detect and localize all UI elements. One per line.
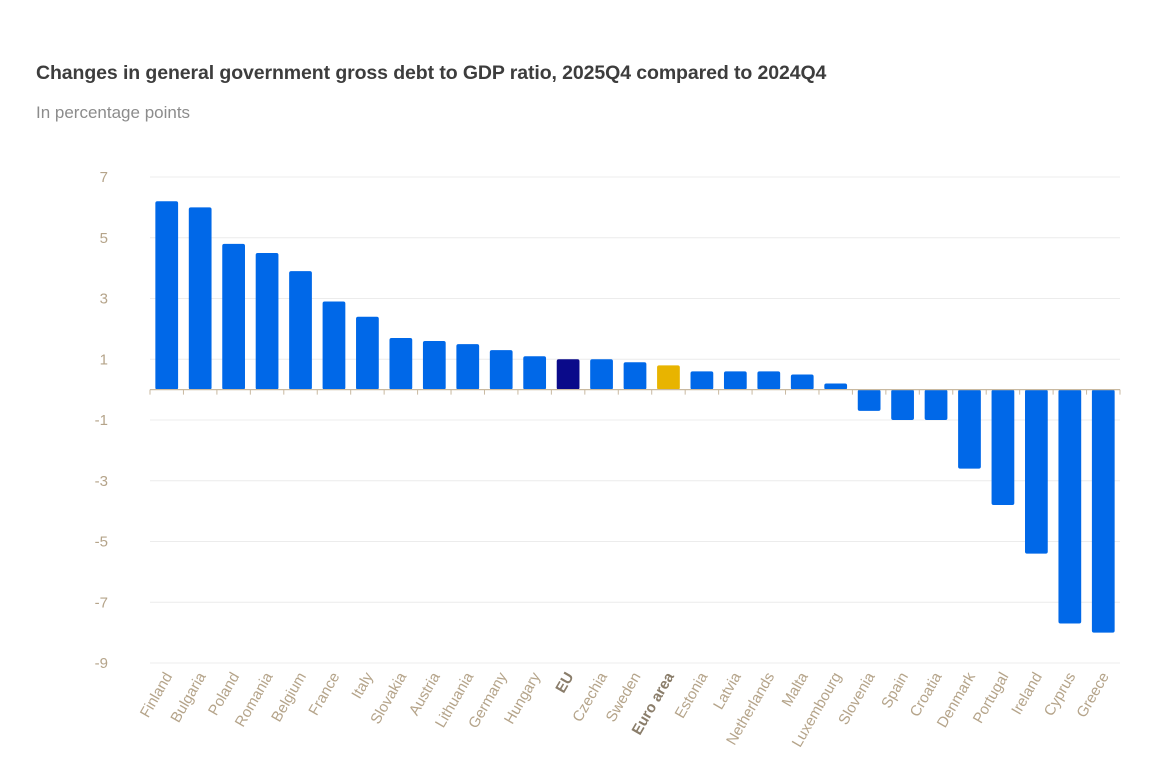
bar-greece xyxy=(1091,389,1115,633)
bar-sweden xyxy=(623,362,647,390)
bar-lithuania xyxy=(456,344,480,390)
bar-luxembourg xyxy=(824,383,848,390)
y-tick-label: 1 xyxy=(100,351,108,368)
x-axis-tick-labels: FinlandBulgariaPolandRomaniaBelgiumFranc… xyxy=(137,669,1113,750)
bar-germany xyxy=(489,350,513,390)
x-tick-label: France xyxy=(305,670,343,719)
x-tick-label: Malta xyxy=(779,669,812,710)
bar-spain xyxy=(891,389,914,420)
y-axis-tick-labels: 7 5 3 1 -1 -3 -5 -7 -9 xyxy=(95,169,108,672)
x-tick-label: Latvia xyxy=(710,669,745,713)
x-tick-label: Greece xyxy=(1073,670,1112,721)
chart-subtitle: In percentage points xyxy=(36,103,191,122)
bar-italy xyxy=(356,316,379,390)
bar-poland xyxy=(222,243,245,390)
y-tick-label: -3 xyxy=(95,473,108,490)
bar-croatia xyxy=(924,389,948,420)
y-tick-label: -5 xyxy=(95,534,108,551)
bar-eu xyxy=(556,359,580,390)
y-tick-label: -9 xyxy=(95,655,108,672)
bar-belgium xyxy=(289,271,312,390)
y-tick-label: 3 xyxy=(100,291,108,308)
bar-france xyxy=(322,301,346,390)
bar-malta xyxy=(790,374,814,390)
bar-romania xyxy=(255,252,279,390)
x-tick-label: Italy xyxy=(348,669,377,702)
x-axis xyxy=(149,389,1121,395)
bar-euro-area xyxy=(657,365,680,390)
bar-netherlands xyxy=(757,371,781,390)
bar-czechia xyxy=(590,359,613,390)
bar-estonia xyxy=(690,371,714,390)
x-tick-label: Spain xyxy=(878,670,912,712)
y-tick-label: -7 xyxy=(95,594,108,611)
x-tick-label: EU xyxy=(552,670,577,697)
chart-title: Changes in general government gross debt… xyxy=(36,62,827,84)
bar-austria xyxy=(422,341,446,390)
bar-cyprus xyxy=(1058,389,1082,624)
y-tick-label: -1 xyxy=(95,412,108,429)
bars xyxy=(155,201,1115,633)
bar-slovakia xyxy=(389,337,413,390)
y-tick-label: 7 xyxy=(100,169,108,186)
bar-latvia xyxy=(723,371,747,390)
bar-portugal xyxy=(991,389,1015,506)
bar-hungary xyxy=(523,356,547,390)
bar-finland xyxy=(155,201,179,390)
x-tick-label: Estonia xyxy=(672,669,712,721)
bar-bulgaria xyxy=(188,207,212,390)
bar-ireland xyxy=(1025,389,1048,554)
bar-denmark xyxy=(958,389,981,469)
bar-slovenia xyxy=(857,389,881,411)
y-tick-label: 5 xyxy=(100,230,108,247)
